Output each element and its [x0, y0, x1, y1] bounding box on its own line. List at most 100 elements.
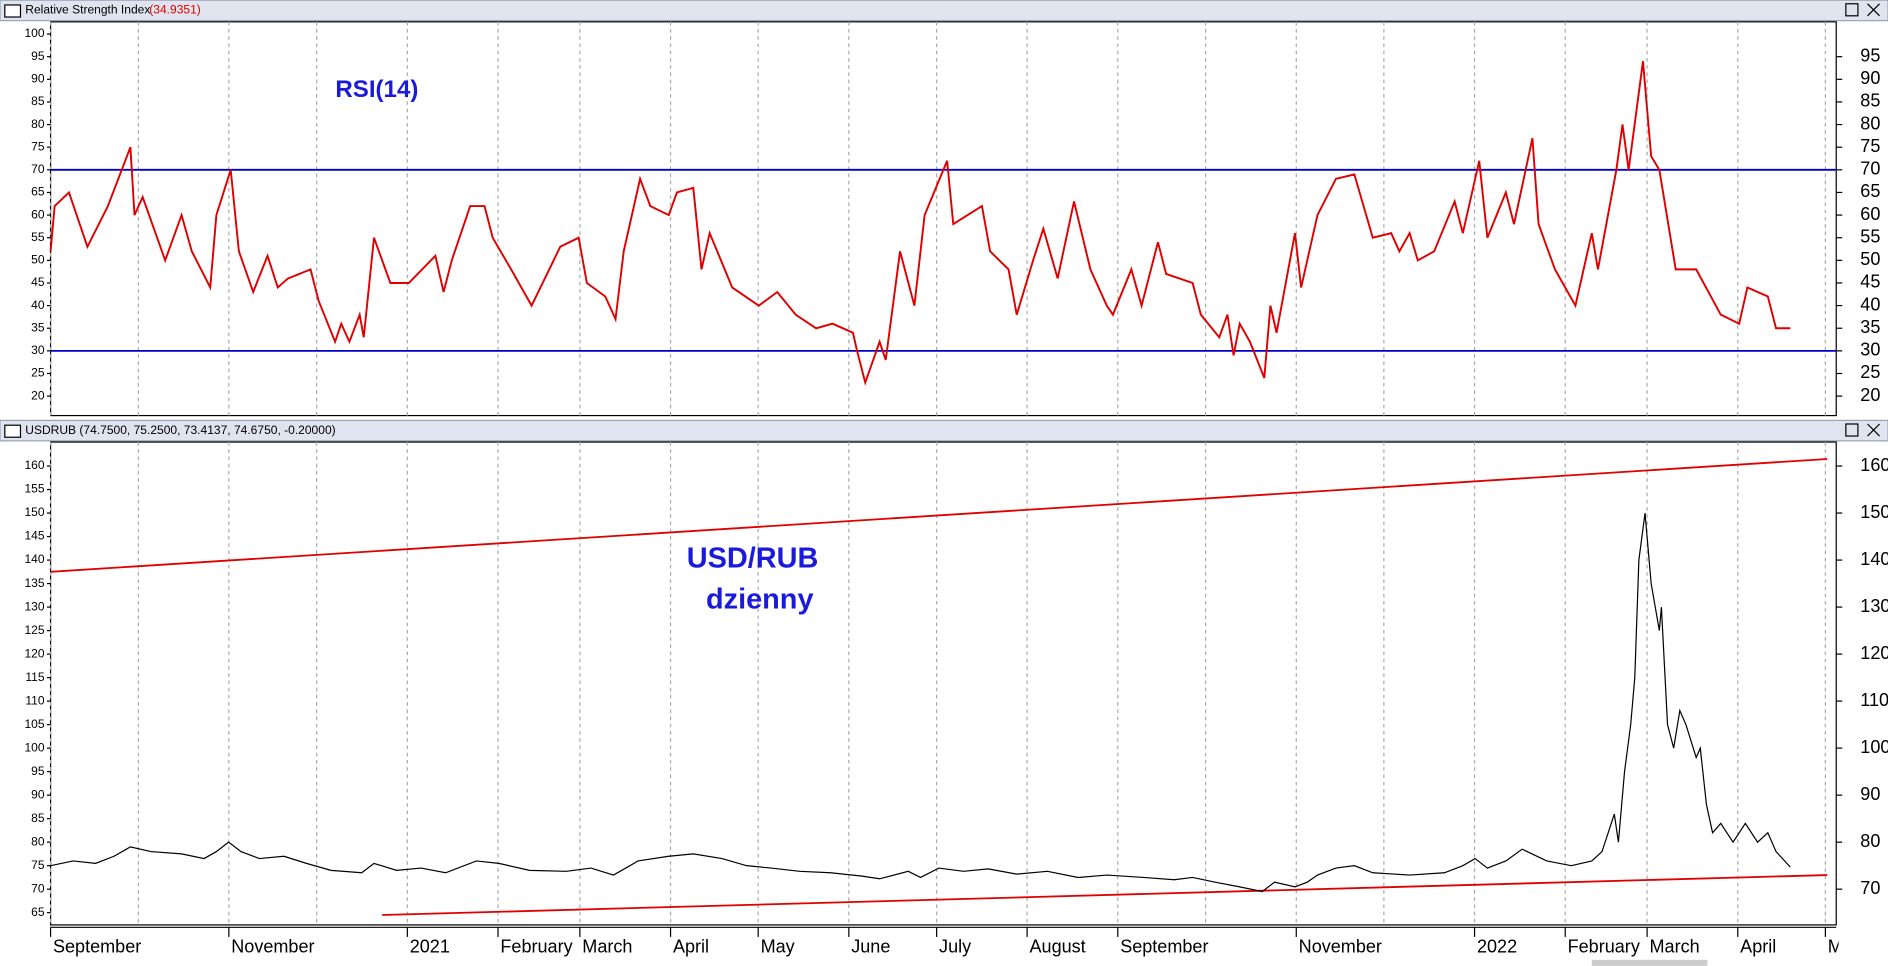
y2-tick-label: 60 — [1860, 204, 1880, 224]
x-tick-label: August — [1030, 937, 1086, 957]
price-header — [0, 419, 1888, 442]
y-tick-label: 100 — [24, 26, 44, 40]
annotation: USD/RUB — [687, 543, 819, 575]
y-tick-label: 130 — [24, 599, 44, 613]
x-tick-label: May — [761, 937, 795, 957]
y-tick-label: 90 — [31, 72, 45, 86]
x-tick-label: 2021 — [410, 937, 450, 957]
x-tick-label: March — [1650, 937, 1700, 957]
trend-line — [382, 874, 1828, 916]
y2-tick-label: 35 — [1860, 317, 1880, 337]
x-tick-label: June — [851, 937, 890, 957]
y2-tick-label: 110 — [1860, 690, 1888, 710]
y-tick-label: 40 — [31, 298, 45, 312]
y-tick-label: 120 — [24, 646, 44, 660]
y2-tick-label: 55 — [1860, 226, 1880, 246]
y2-tick-label: 80 — [1860, 831, 1880, 851]
y-tick-label: 160 — [24, 458, 44, 472]
y-tick-label: 55 — [31, 230, 45, 244]
y2-tick-label: 30 — [1860, 340, 1880, 360]
y2-tick-label: 80 — [1860, 113, 1880, 133]
y2-tick-label: 25 — [1860, 362, 1880, 382]
y-tick-label: 60 — [31, 207, 45, 221]
y-tick-label: 65 — [31, 185, 45, 199]
y2-tick-label: 150 — [1860, 502, 1888, 522]
y-tick-label: 110 — [25, 693, 44, 707]
x-tick-label: September — [1120, 937, 1208, 957]
series-line — [50, 513, 1791, 893]
y-tick-label: 80 — [31, 117, 45, 131]
y2-tick-label: 65 — [1860, 181, 1880, 201]
y-tick-label: 155 — [24, 482, 44, 496]
y-tick-label: 100 — [24, 740, 44, 754]
x-tick-label: February — [500, 937, 572, 957]
x-tick-label: November — [231, 937, 314, 957]
y-tick-label: 50 — [31, 253, 45, 267]
annotation: RSI(14) — [335, 76, 418, 103]
y-tick-label: 85 — [31, 94, 45, 108]
y2-tick-label: 100 — [1860, 737, 1888, 757]
y2-tick-label: 90 — [1860, 68, 1880, 88]
rsi-title: Relative Strength Index — [25, 3, 150, 17]
y-tick-label: 75 — [31, 858, 45, 872]
y-tick-label: 70 — [31, 881, 45, 895]
y2-tick-label: 90 — [1860, 784, 1880, 804]
y2-tick-label: 50 — [1860, 249, 1880, 269]
y-tick-label: 150 — [24, 505, 44, 519]
x-tick-label: July — [939, 937, 971, 957]
rsi-value: (34.9351) — [149, 3, 201, 17]
y-tick-label: 20 — [31, 388, 45, 402]
y2-tick-label: 70 — [1860, 878, 1880, 898]
y-tick-label: 140 — [24, 552, 44, 566]
y-tick-label: 30 — [31, 343, 45, 357]
y-tick-label: 75 — [31, 139, 45, 153]
y-tick-label: 145 — [24, 529, 44, 543]
y2-tick-label: 85 — [1860, 91, 1880, 111]
y-tick-label: 25 — [31, 366, 45, 380]
y2-tick-label: 40 — [1860, 294, 1880, 314]
y-tick-label: 95 — [31, 49, 45, 63]
y2-tick-label: 130 — [1860, 596, 1888, 616]
trend-line — [50, 458, 1828, 573]
y2-tick-label: 140 — [1860, 549, 1888, 569]
y2-tick-label: 70 — [1860, 159, 1880, 179]
x-tick-label: April — [1740, 937, 1776, 957]
y2-tick-label: 45 — [1860, 272, 1880, 292]
price-title: USDRUB (74.7500, 75.2500, 73.4137, 74.67… — [25, 423, 335, 437]
y-tick-label: 115 — [25, 670, 44, 684]
x-tick-label: September — [53, 937, 141, 957]
y2-tick-label: 120 — [1860, 643, 1888, 663]
x-tick-label: 2022 — [1477, 937, 1517, 957]
x-tick-label: November — [1299, 937, 1382, 957]
y-tick-label: 125 — [24, 623, 44, 637]
y2-tick-label: 160 — [1860, 455, 1888, 475]
window-icon — [4, 424, 22, 438]
y-tick-label: 35 — [31, 320, 45, 334]
close-button[interactable] — [1867, 3, 1880, 17]
rsi-header — [0, 0, 1888, 22]
y2-tick-label: 95 — [1860, 45, 1880, 65]
scrollbar[interactable] — [1591, 959, 1708, 966]
maximize-button[interactable] — [1845, 423, 1859, 437]
x-tick-label: April — [673, 937, 709, 957]
maximize-button[interactable] — [1845, 3, 1859, 17]
x-tick-label: March — [582, 937, 632, 957]
close-button[interactable] — [1867, 423, 1880, 437]
y-tick-label: 85 — [31, 811, 45, 825]
y-tick-label: 90 — [31, 787, 45, 801]
annotation: dzienny — [706, 584, 814, 616]
x-tick-label: February — [1568, 937, 1640, 957]
y2-tick-label: 75 — [1860, 136, 1880, 156]
y-tick-label: 45 — [31, 275, 45, 289]
right-mask — [1838, 929, 1888, 960]
y-tick-label: 95 — [31, 764, 45, 778]
y-tick-label: 80 — [31, 834, 45, 848]
series-line — [49, 61, 1791, 386]
y-tick-label: 105 — [24, 717, 44, 731]
y-tick-label: 65 — [31, 905, 45, 919]
y-tick-label: 70 — [31, 162, 45, 176]
window-icon — [4, 4, 22, 18]
